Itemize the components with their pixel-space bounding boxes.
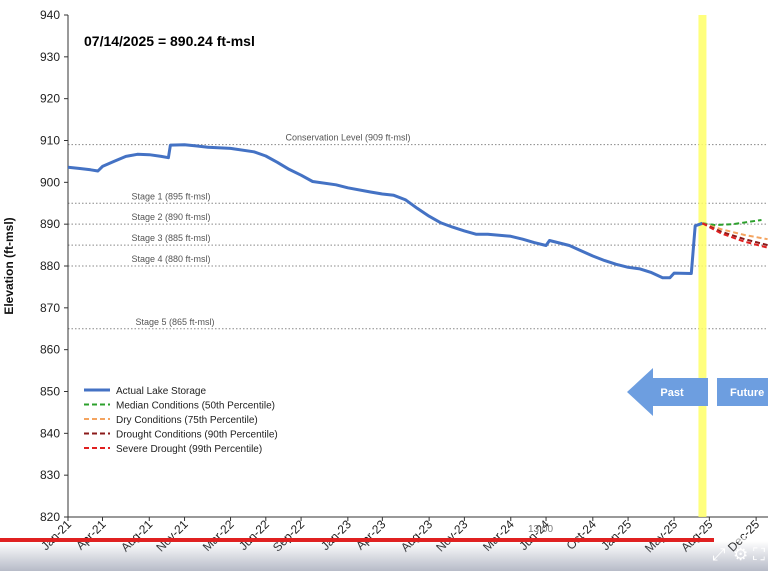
video-control-bar [0,541,768,571]
current-date-marker [698,15,707,517]
reference-line-label: Stage 5 (865 ft-msl) [135,317,214,327]
y-axis-ticks: 820 830 840 850 860 870 880 890 900 910 920 930 940 [40,8,68,524]
y-tick-label: 870 [40,301,60,315]
legend-label: Median Conditions (50th Percentile) [116,401,275,412]
current-elevation-annotation: 07/14/2025 = 890.24 ft-msl [84,33,255,49]
fullscreen-icon[interactable]: ⛶ [753,545,765,565]
annotation-box: 07/14/2025 = 890.24 ft-msl [84,33,255,49]
y-tick-label: 930 [40,50,60,64]
series-line-2 [702,222,768,241]
y-tick-label: 860 [40,343,60,357]
y-tick-label: 910 [40,134,60,148]
legend-label: Dry Conditions (75th Percentile) [116,415,258,426]
series-line-1 [702,219,762,226]
y-tick-label: 920 [40,92,60,106]
y-tick-label: 900 [40,175,60,189]
future-arrow: Future [717,378,768,406]
expand-icon[interactable]: ⤢ [712,545,726,565]
legend-label: Actual Lake Storage [116,386,206,397]
reference-line-label: Stage 2 (890 ft-msl) [131,212,210,222]
reference-line-label: Stage 1 (895 ft-msl) [131,191,210,201]
future-label: Future [730,387,764,399]
reference-line-label: Stage 4 (880 ft-msl) [131,254,210,264]
series-group [67,143,768,280]
past-label: Past [660,387,684,399]
legend-label: Severe Drought (99th Percentile) [116,444,262,455]
y-tick-label: 820 [40,510,60,524]
reference-line-label: Stage 3 (885 ft-msl) [131,233,210,243]
video-time-tooltip: 13:00 [528,524,554,535]
y-tick-label: 850 [40,385,60,399]
reference-lines: Conservation Level (909 ft-msl) Stage 1 (… [68,133,768,330]
series-line-0 [67,143,703,280]
reference-line-label: Conservation Level (909 ft-msl) [285,133,410,143]
y-tick-label: 890 [40,217,60,231]
future-arrow-shape [717,378,768,406]
legend-label: Drought Conditions (90th Percentile) [116,430,278,441]
legend: Actual Lake Storage Median Conditions (50… [84,386,278,455]
y-tick-label: 830 [40,468,60,482]
y-axis-label: Elevation (ft-msl) [2,217,16,314]
gear-icon[interactable]: ⚙ [733,545,749,565]
video-progress-fill [0,538,715,542]
y-tick-label: 940 [40,8,60,22]
past-arrow-shape [627,368,708,416]
past-arrow: Past [627,368,708,416]
y-tick-label: 880 [40,259,60,273]
y-tick-label: 840 [40,426,60,440]
series-line-4 [701,222,768,249]
